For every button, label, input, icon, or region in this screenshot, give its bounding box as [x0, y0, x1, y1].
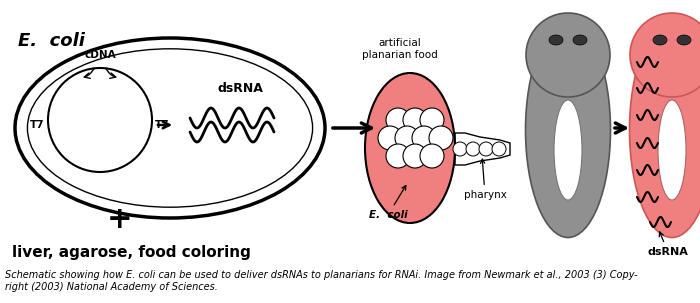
Polygon shape [455, 133, 510, 165]
Text: E.  coli: E. coli [369, 185, 407, 220]
Circle shape [48, 68, 152, 172]
Text: liver, agarose, food coloring: liver, agarose, food coloring [12, 245, 251, 260]
Text: Schematic showing how E. coli can be used to deliver dsRNAs to planarians for RN: Schematic showing how E. coli can be use… [5, 270, 638, 291]
Text: +: + [107, 205, 133, 235]
Circle shape [630, 13, 700, 97]
Text: pharynx: pharynx [463, 159, 506, 200]
Ellipse shape [554, 100, 582, 200]
Ellipse shape [365, 73, 455, 223]
Text: T7: T7 [30, 120, 45, 130]
Ellipse shape [573, 35, 587, 45]
Ellipse shape [629, 22, 700, 238]
Circle shape [403, 144, 427, 168]
Text: dsRNA: dsRNA [217, 82, 263, 95]
Ellipse shape [677, 35, 691, 45]
Ellipse shape [658, 100, 686, 200]
Circle shape [526, 13, 610, 97]
Circle shape [420, 108, 444, 132]
Ellipse shape [15, 38, 325, 218]
Circle shape [429, 126, 453, 150]
Circle shape [378, 126, 402, 150]
Text: T7: T7 [155, 120, 169, 130]
Circle shape [412, 126, 436, 150]
Circle shape [466, 142, 480, 156]
Circle shape [420, 144, 444, 168]
Circle shape [395, 126, 419, 150]
Circle shape [492, 142, 506, 156]
Circle shape [403, 108, 427, 132]
Circle shape [386, 108, 410, 132]
Ellipse shape [653, 35, 667, 45]
Text: E.  coli: E. coli [18, 32, 85, 50]
Text: artificial
planarian food: artificial planarian food [362, 38, 438, 60]
Text: cDNA: cDNA [84, 50, 116, 60]
Circle shape [479, 142, 493, 156]
Circle shape [453, 142, 467, 156]
Text: dsRNA: dsRNA [648, 232, 688, 257]
Ellipse shape [526, 22, 610, 238]
Circle shape [386, 144, 410, 168]
Ellipse shape [549, 35, 563, 45]
